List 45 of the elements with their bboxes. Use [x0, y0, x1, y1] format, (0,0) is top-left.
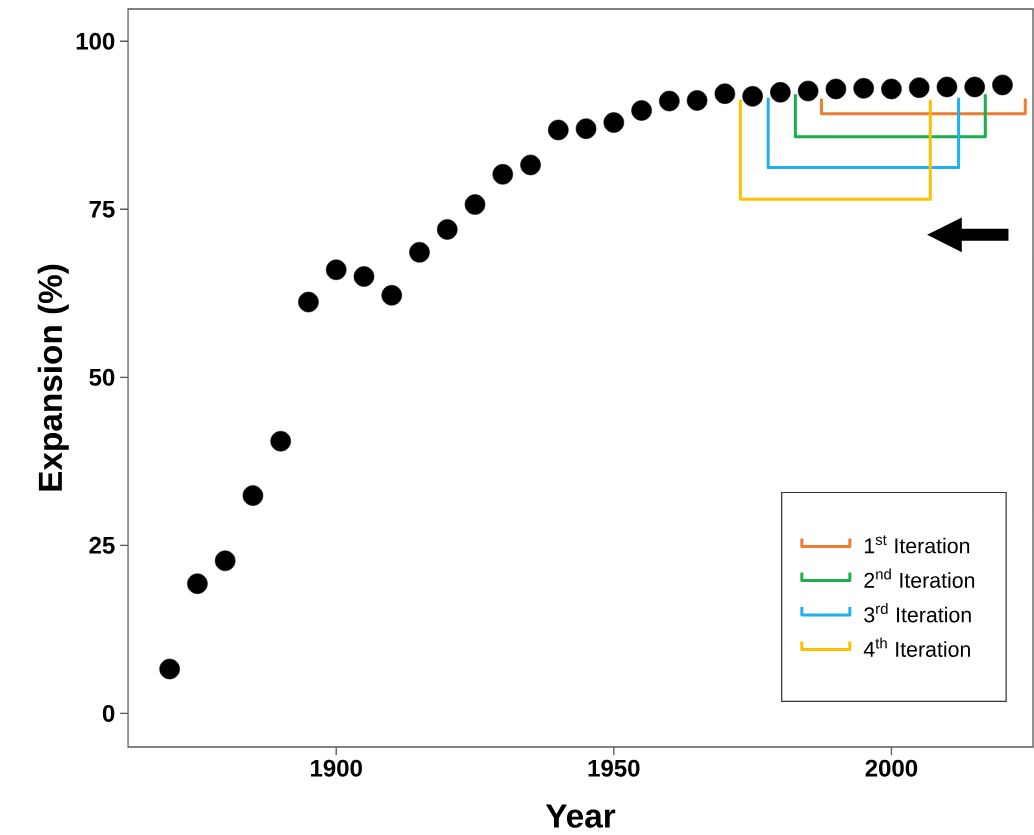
- point: [742, 86, 763, 107]
- point: [325, 259, 347, 281]
- y-tick-label: 100: [76, 32, 115, 50]
- y-tick-label: 25: [89, 536, 115, 554]
- point: [825, 78, 847, 100]
- x-tick-label: 1950: [588, 759, 640, 777]
- point: [853, 78, 874, 99]
- point: [908, 77, 930, 98]
- point: [464, 194, 486, 215]
- point: [575, 118, 597, 139]
- point: [936, 76, 958, 98]
- point: [214, 550, 236, 572]
- legend-label: 2$^{nd}$ Iteration: [864, 568, 975, 588]
- point: [298, 291, 319, 313]
- point: [187, 573, 208, 594]
- point: [603, 112, 625, 133]
- point: [409, 242, 430, 263]
- legend-label: 3$^{rd}$ Iteration: [864, 603, 971, 623]
- y-tick-label: 0: [102, 704, 115, 722]
- point: [881, 78, 902, 100]
- legend-label: 4$^{th}$ Iteration: [863, 637, 970, 657]
- point: [797, 80, 819, 102]
- x-tick-label: 2000: [865, 759, 918, 777]
- point: [659, 90, 680, 112]
- point: [242, 485, 264, 506]
- point: [520, 154, 541, 176]
- point: [686, 90, 708, 111]
- legend-label: 1$^{st}$ Iteration: [864, 535, 970, 554]
- y-tick-label: 50: [89, 368, 115, 386]
- y-tick-label: 75: [89, 200, 115, 218]
- point: [436, 219, 458, 240]
- point: [770, 82, 791, 103]
- x-tick-label: 1900: [311, 759, 362, 777]
- point: [159, 658, 180, 680]
- point: [992, 74, 1013, 96]
- point: [631, 100, 652, 121]
- y-axis-title: Expansion (%): [37, 264, 69, 491]
- point: [964, 76, 985, 98]
- point: [381, 285, 402, 306]
- point: [270, 430, 291, 452]
- point: [548, 119, 569, 141]
- point: [714, 83, 736, 104]
- x-axis-title: Year: [545, 804, 616, 828]
- point: [492, 164, 514, 185]
- point: [353, 266, 375, 287]
